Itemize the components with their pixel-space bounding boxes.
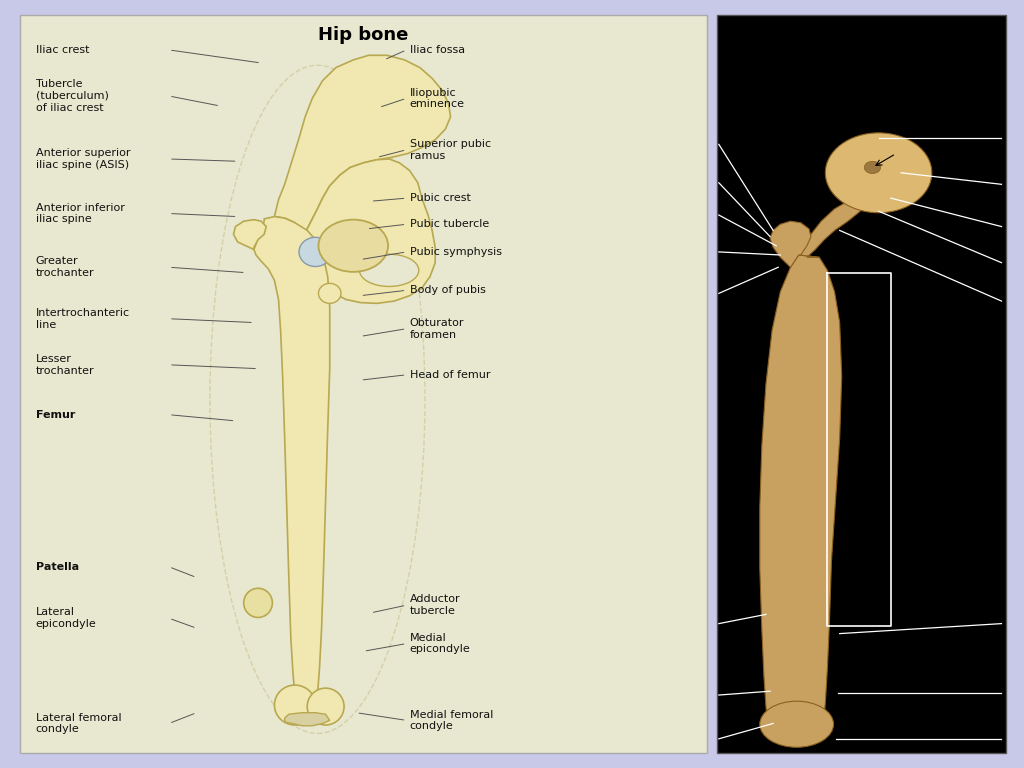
Ellipse shape	[307, 688, 344, 725]
Text: Patella: Patella	[36, 561, 79, 572]
Polygon shape	[799, 198, 865, 257]
FancyBboxPatch shape	[20, 15, 707, 753]
Circle shape	[318, 220, 388, 272]
Text: Lateral femoral
condyle: Lateral femoral condyle	[36, 713, 122, 734]
Ellipse shape	[359, 254, 419, 286]
Polygon shape	[274, 55, 451, 237]
Ellipse shape	[299, 237, 332, 266]
Text: Body of pubis: Body of pubis	[410, 285, 485, 296]
Text: Pubic tubercle: Pubic tubercle	[410, 219, 488, 230]
Text: Superior pubic
ramus: Superior pubic ramus	[410, 139, 490, 161]
Text: Pubic crest: Pubic crest	[410, 193, 470, 204]
Text: Anterior inferior
iliac spine: Anterior inferior iliac spine	[36, 203, 125, 224]
Polygon shape	[760, 255, 842, 726]
Text: Intertrochanteric
line: Intertrochanteric line	[36, 308, 130, 329]
Text: Iliopubic
eminence: Iliopubic eminence	[410, 88, 465, 109]
Circle shape	[864, 161, 881, 174]
Polygon shape	[302, 159, 435, 303]
Ellipse shape	[244, 588, 272, 617]
Text: Medial
epicondyle: Medial epicondyle	[410, 633, 470, 654]
Text: Obturator
foramen: Obturator foramen	[410, 318, 464, 339]
Ellipse shape	[274, 685, 315, 725]
Circle shape	[825, 133, 932, 213]
Text: Lesser
trochanter: Lesser trochanter	[36, 354, 94, 376]
Text: Greater
trochanter: Greater trochanter	[36, 257, 94, 278]
Text: Iliac fossa: Iliac fossa	[410, 45, 465, 55]
FancyBboxPatch shape	[717, 15, 1006, 753]
Text: Adductor
tubercle: Adductor tubercle	[410, 594, 460, 616]
Polygon shape	[285, 713, 330, 726]
Text: Iliac crest: Iliac crest	[36, 45, 89, 55]
Ellipse shape	[760, 701, 834, 747]
Text: Tubercle
(tuberculum)
of iliac crest: Tubercle (tuberculum) of iliac crest	[36, 79, 109, 113]
Text: Lateral
epicondyle: Lateral epicondyle	[36, 607, 96, 629]
Text: Femur: Femur	[36, 409, 75, 420]
Polygon shape	[233, 220, 266, 250]
Text: Head of femur: Head of femur	[410, 369, 490, 380]
Ellipse shape	[318, 283, 341, 303]
Text: Pubic symphysis: Pubic symphysis	[410, 247, 502, 257]
Text: Hip bone: Hip bone	[318, 25, 409, 44]
Text: Anterior superior
iliac spine (ASIS): Anterior superior iliac spine (ASIS)	[36, 148, 130, 170]
Text: Medial femoral
condyle: Medial femoral condyle	[410, 710, 493, 731]
Polygon shape	[770, 221, 811, 267]
Polygon shape	[254, 217, 330, 710]
